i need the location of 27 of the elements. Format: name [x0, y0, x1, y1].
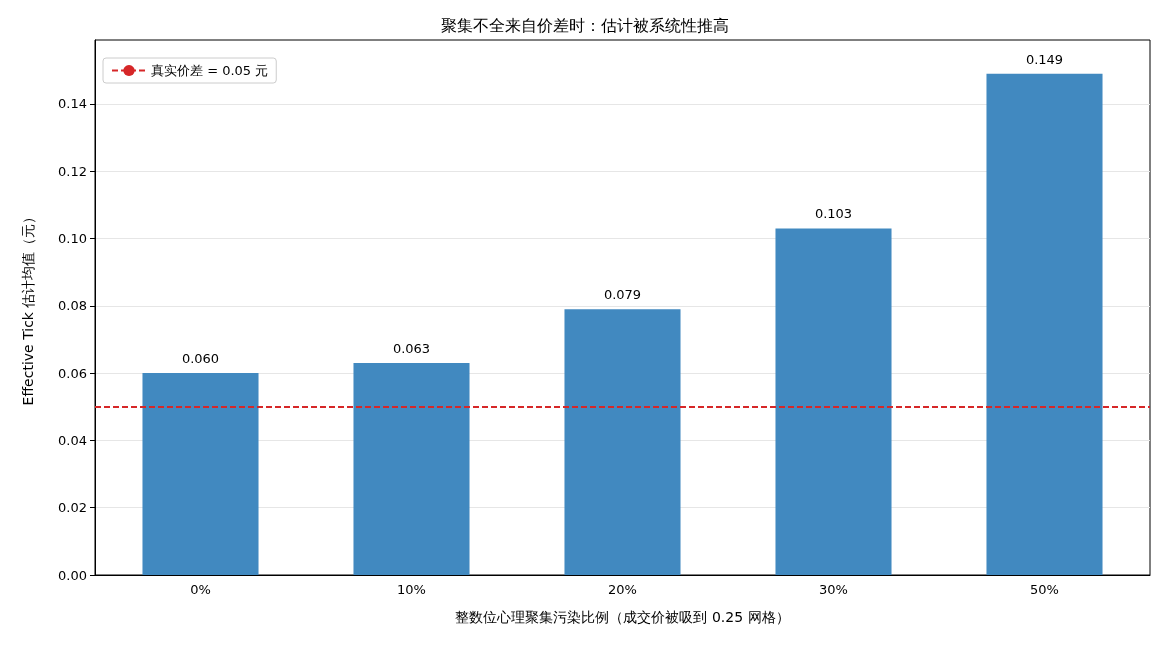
- bar: [142, 373, 259, 575]
- y-tick-label: 0.08: [58, 298, 87, 314]
- x-tick-label: 30%: [819, 582, 848, 597]
- x-tick-label: 0%: [190, 582, 211, 597]
- data-label: 0.060: [181, 351, 220, 367]
- bar: [353, 363, 470, 575]
- data-label: 0.079: [603, 287, 642, 303]
- y-tick-label: 0.04: [58, 432, 87, 448]
- x-tick-label: 50%: [1030, 582, 1059, 597]
- bar: [564, 309, 681, 575]
- data-label: 0.103: [814, 206, 853, 222]
- y-tick-label: 0.12: [58, 163, 87, 179]
- y-tick-label: 0.02: [58, 500, 87, 516]
- data-label: 0.063: [392, 341, 431, 357]
- bar: [986, 73, 1103, 575]
- y-axis-title: Effective Tick 估计均值（元）: [20, 209, 36, 406]
- chart-title: 聚集不全来自价差时：估计被系统性推高: [441, 15, 729, 35]
- data-label: 0.149: [1025, 51, 1064, 67]
- x-tick-label: 20%: [608, 582, 637, 597]
- legend-label: 真实价差 = 0.05 元: [151, 63, 269, 78]
- y-tick-label: 0.10: [58, 231, 87, 247]
- bar: [775, 228, 892, 575]
- y-tick-label: 0.14: [58, 96, 87, 112]
- x-axis-title: 整数位心理聚集污染比例（成交价被吸到 0.25 网格）: [455, 609, 790, 625]
- x-tick-label: 10%: [397, 582, 426, 597]
- y-tick-label: 0.00: [58, 567, 87, 583]
- y-tick-label: 0.06: [58, 365, 87, 381]
